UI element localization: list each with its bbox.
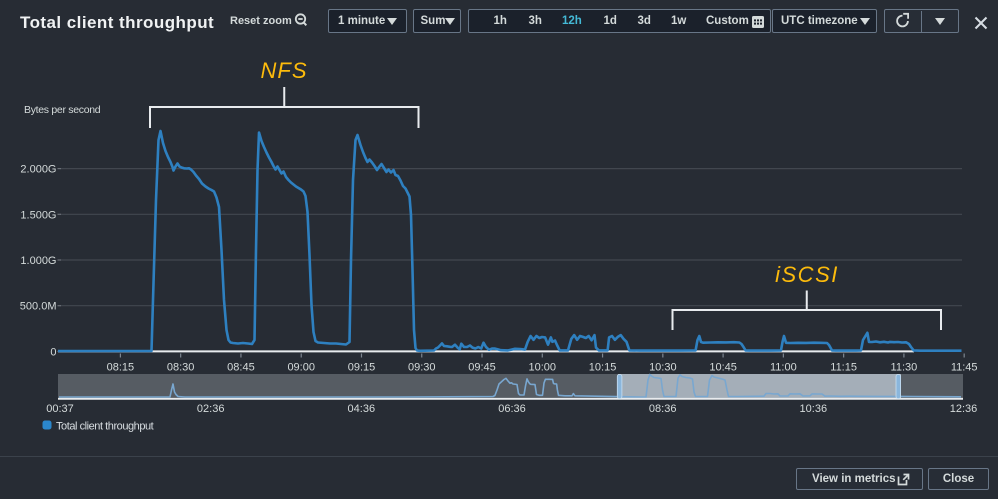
svg-text:09:15: 09:15 (348, 362, 376, 374)
svg-text:06:36: 06:36 (498, 403, 526, 415)
svg-text:11:30: 11:30 (891, 362, 918, 374)
svg-text:09:45: 09:45 (468, 362, 496, 374)
svg-text:NFS: NFS (261, 58, 308, 83)
svg-text:10:15: 10:15 (589, 362, 617, 374)
svg-text:10:36: 10:36 (800, 403, 828, 415)
svg-text:08:45: 08:45 (227, 362, 255, 374)
svg-text:11:00: 11:00 (770, 362, 797, 374)
svg-text:iSCSI: iSCSI (775, 262, 839, 287)
svg-text:11:15: 11:15 (830, 362, 857, 374)
svg-text:Total client throughput: Total client throughput (56, 421, 154, 433)
svg-text:1.000G: 1.000G (20, 255, 56, 267)
svg-text:10:45: 10:45 (709, 362, 737, 374)
svg-text:10:00: 10:00 (529, 362, 557, 374)
svg-text:Bytes per second: Bytes per second (24, 104, 101, 116)
svg-text:12:36: 12:36 (950, 403, 978, 415)
svg-text:08:30: 08:30 (167, 362, 195, 374)
svg-text:08:15: 08:15 (107, 362, 135, 374)
svg-text:11:45: 11:45 (951, 362, 978, 374)
svg-text:09:30: 09:30 (408, 362, 436, 374)
svg-text:00:37: 00:37 (46, 403, 74, 415)
svg-text:500.0M: 500.0M (20, 301, 57, 313)
svg-text:02:36: 02:36 (197, 403, 225, 415)
svg-text:0: 0 (50, 346, 56, 358)
svg-text:10:30: 10:30 (649, 362, 677, 374)
svg-text:1.500G: 1.500G (20, 209, 56, 221)
svg-text:08:36: 08:36 (649, 403, 677, 415)
svg-text:2.000G: 2.000G (20, 164, 56, 176)
svg-text:04:36: 04:36 (348, 403, 376, 415)
svg-text:09:00: 09:00 (287, 362, 315, 374)
